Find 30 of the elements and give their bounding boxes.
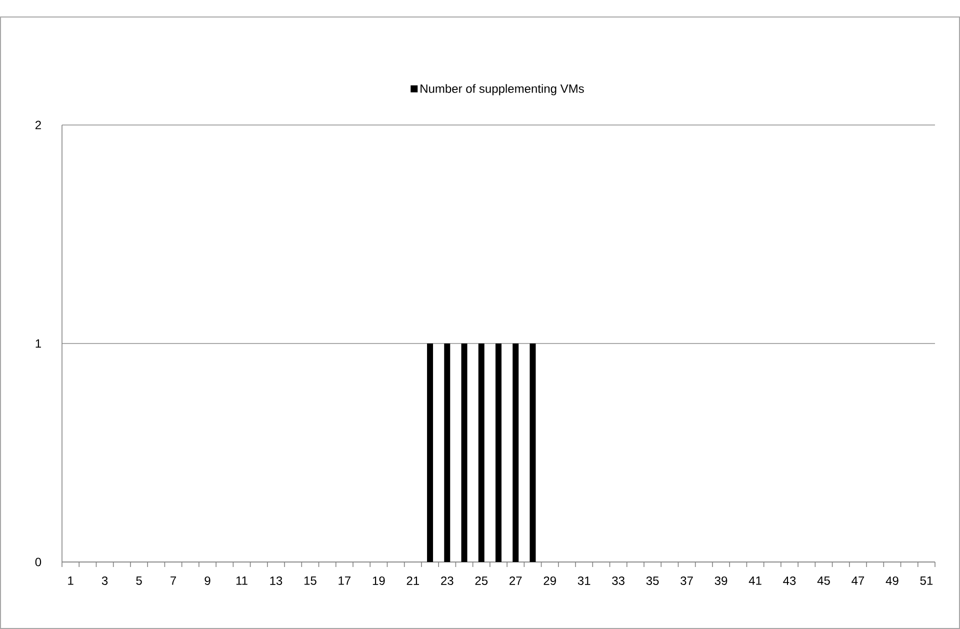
x-tick-label: 51 <box>920 576 933 585</box>
x-tick-label: 41 <box>748 576 762 585</box>
x-tick-label: 7 <box>170 576 176 585</box>
x-tick-label: 47 <box>852 576 864 585</box>
x-tick-label: 11 <box>236 576 248 585</box>
x-tick-label: 37 <box>680 576 693 585</box>
y-tick-label: 2 <box>35 120 41 130</box>
x-tick-label: 17 <box>338 576 351 585</box>
x-tick-label: 21 <box>406 576 420 585</box>
legend-label: Number of supplementing VMs <box>420 84 584 96</box>
x-tick-label: 25 <box>475 576 488 585</box>
x-tick-label: 3 <box>102 576 108 585</box>
x-tick-label: 13 <box>270 576 282 585</box>
x-tick-label: 31 <box>578 576 590 585</box>
x-tick-label: 29 <box>544 576 556 585</box>
x-tick-label: 39 <box>714 576 728 585</box>
x-tick-label: 45 <box>817 576 830 585</box>
x-tick-label: 15 <box>304 576 316 585</box>
x-tick-label: 27 <box>510 576 522 585</box>
y-tick-label: 1 <box>36 339 41 348</box>
x-tick-label: 19 <box>372 576 385 585</box>
x-tick-label: 43 <box>783 576 796 585</box>
x-tick-label: 9 <box>204 576 210 585</box>
x-tick-label: 1 <box>68 576 74 585</box>
y-tick-label: 0 <box>35 558 42 566</box>
x-tick-label: 33 <box>612 576 624 585</box>
x-tick-label: 49 <box>886 576 898 585</box>
x-tick-label: 35 <box>646 576 659 585</box>
x-tick-label: 23 <box>441 576 454 585</box>
x-tick-label: 5 <box>136 576 142 585</box>
